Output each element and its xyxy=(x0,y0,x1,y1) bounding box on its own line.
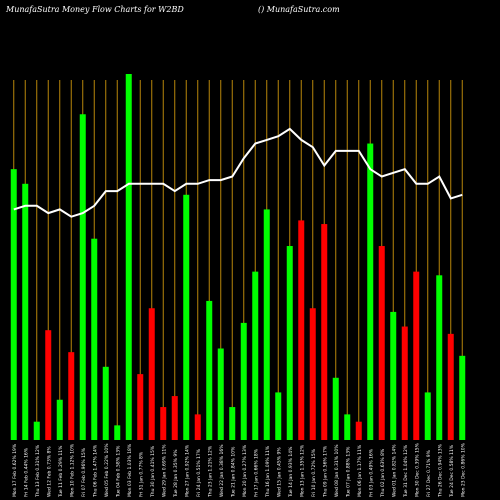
x-tick-label: Fri 31 Jan 0.77% 8% xyxy=(138,451,144,497)
bar xyxy=(332,377,339,440)
x-tick-label: Thu 09 Jan 0.56% 17% xyxy=(322,445,328,498)
x-tick-label: Mon 13 Jan 1.35% 12% xyxy=(299,444,305,497)
bar xyxy=(447,333,454,440)
bar xyxy=(298,220,305,440)
x-tick-label: Wed 22 Jan 0.38% 16% xyxy=(219,444,225,497)
bar xyxy=(367,143,374,441)
bar xyxy=(355,421,362,440)
bar xyxy=(378,246,385,440)
x-tick-label: Mon 03 Feb 1.03% 18% xyxy=(127,443,133,497)
price-line xyxy=(13,127,463,218)
x-tick-label: Tue 11 Feb 0.29% 11% xyxy=(58,445,64,498)
x-tick-label: Tue 14 Jan 0.93% 14% xyxy=(288,446,294,498)
bar xyxy=(160,407,167,440)
x-tick-label: Tue 24 Dec 0.58% 11% xyxy=(449,444,455,498)
bar xyxy=(263,209,270,440)
x-tick-label: Thu 26 Dec 0.94% 13% xyxy=(437,443,443,498)
x-tick-label: Fri 03 Jan 0.49% 16% xyxy=(368,448,374,497)
bar xyxy=(309,308,316,440)
x-tick-label: Thu 23 Jan 1.21% 12% xyxy=(207,445,213,498)
bar xyxy=(217,348,224,440)
x-tick-label: Fri 07 Feb 0.96% 15% xyxy=(81,447,87,497)
x-tick-label: Thu 02 Jan 0.63% 8% xyxy=(380,448,386,498)
x-tick-label: Tue 28 Jan 0.35% 9% xyxy=(173,449,179,498)
x-tick-label: Tue 31 Dec 1.04% 12% xyxy=(403,444,409,498)
x-tick-label: Wed 15 Jan 0.45% 9% xyxy=(276,447,282,497)
x-tick-label: Thu 30 Jan 0.41% 15% xyxy=(150,445,156,498)
bar xyxy=(286,246,293,440)
x-tick-label: Fri 14 Feb 0.44% 16% xyxy=(23,447,29,497)
x-tick-label: Mon 30 Dec 0.39% 15% xyxy=(414,442,420,497)
bar xyxy=(114,425,121,440)
x-tick-label: Mon 06 Jan 1.17% 11% xyxy=(357,444,363,497)
x-tick-label: Thu 16 Jan 1.09% 11% xyxy=(265,445,271,498)
bar xyxy=(33,421,40,440)
bar xyxy=(56,399,63,440)
bar xyxy=(91,238,98,440)
bar xyxy=(206,300,213,440)
x-tick-labels: Mon 17 Feb 0.62% 19% Fri 14 Feb 0.44% 16%… xyxy=(12,442,467,498)
x-tick-label: Fri 17 Jan 0.66% 18% xyxy=(253,448,259,497)
bar xyxy=(68,352,75,440)
bar xyxy=(413,271,420,440)
bar xyxy=(252,271,259,440)
x-tick-label: Tue 04 Feb 0.58% 13% xyxy=(115,445,121,498)
bar xyxy=(148,308,155,440)
x-tick-label: Wed 29 Jan 0.69% 11% xyxy=(161,444,167,497)
bar xyxy=(194,414,201,440)
site-credit: () MunafaSutra.com xyxy=(258,5,340,14)
x-tick-label: Tue 07 Jan 0.88% 13% xyxy=(345,446,351,498)
bar xyxy=(229,407,236,440)
bar xyxy=(275,392,282,440)
bar xyxy=(240,322,247,440)
chart-title: MunafaSutra Money Flow Charts for W2BD xyxy=(6,5,184,14)
bar xyxy=(102,366,109,440)
bar xyxy=(401,326,408,440)
x-tick-label: Mon 23 Dec 0.86% 10% xyxy=(460,442,466,497)
bar-series xyxy=(10,74,466,441)
x-tick-label: Wed 12 Feb 0.73% 8% xyxy=(46,446,52,497)
bar xyxy=(321,224,328,440)
x-tick-label: Thu 06 Feb 1.47% 14% xyxy=(92,444,98,498)
bar xyxy=(10,169,17,440)
bar xyxy=(171,396,178,440)
bar xyxy=(45,330,52,440)
x-tick-label: Fri 27 Dec 0.71% 9% xyxy=(426,449,432,497)
x-tick-label: Wed 05 Feb 0.22% 10% xyxy=(104,443,110,497)
bar xyxy=(459,355,466,440)
x-tick-label: Mon 10 Feb 1.12% 10% xyxy=(69,443,75,497)
x-tick-label: Mon 20 Jan 0.27% 13% xyxy=(242,444,248,497)
x-tick-label: Fri 24 Jan 0.51% 17% xyxy=(196,448,202,497)
x-tick-label: Thu 13 Feb 0.31% 12% xyxy=(35,444,41,498)
x-tick-label: Wed 01 Jan 0.82% 14% xyxy=(391,444,397,497)
bar xyxy=(79,114,86,440)
x-tick-label: Mon 17 Feb 0.62% 19% xyxy=(12,443,18,497)
bar xyxy=(344,414,351,440)
bar xyxy=(183,194,190,440)
x-tick-label: Wed 08 Jan 0.31% 10% xyxy=(334,444,340,497)
bar xyxy=(22,183,29,441)
bar xyxy=(137,374,144,440)
x-tick-label: Mon 27 Jan 0.92% 14% xyxy=(184,444,190,497)
bar xyxy=(424,392,431,440)
x-tick-label: Tue 21 Jan 0.84% 10% xyxy=(230,446,236,498)
bar xyxy=(390,311,397,440)
bar xyxy=(125,74,132,440)
x-tick-label: Fri 10 Jan 0.72% 15% xyxy=(311,448,317,497)
bar xyxy=(436,275,443,440)
